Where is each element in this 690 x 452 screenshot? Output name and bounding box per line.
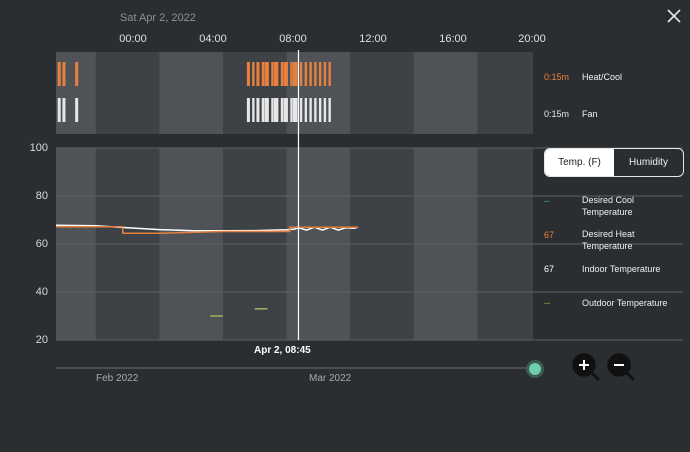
fan-runtime-bar: [57, 98, 61, 122]
fan-runtime-bar: [285, 98, 288, 122]
fan-runtime-bar: [276, 98, 279, 122]
hour-label: 20:00: [518, 33, 546, 45]
outdoor-temp-value: --: [544, 298, 550, 308]
heat-cool-runtime-bar: [276, 62, 279, 86]
hour-label: 12:00: [359, 33, 387, 45]
fan-label: Fan: [582, 109, 598, 119]
selected-date: Sat Apr 2, 2022: [120, 12, 196, 24]
fan-runtime-bar: [299, 98, 303, 122]
fan-runtime-bar: [75, 98, 79, 122]
month-label: Feb 2022: [96, 373, 139, 384]
timeline-scrubber[interactable]: [56, 362, 546, 376]
desired-heat-value: 67: [544, 230, 555, 240]
heat-cool-runtime-bar: [293, 62, 296, 86]
fan-runtime-value: 0:15m: [544, 109, 570, 119]
heat-cool-runtime-bar: [271, 62, 274, 86]
fan-runtime-bar: [271, 98, 274, 122]
hour-label: 16:00: [439, 33, 467, 45]
heat-cool-runtime-bar: [75, 62, 79, 86]
y-tick-label: 40: [35, 286, 48, 298]
heat-cool-runtime-bar: [328, 62, 331, 86]
fan-runtime-bar: [280, 98, 284, 122]
hour-label: 00:00: [119, 33, 147, 45]
fan-runtime-bar: [283, 98, 287, 122]
hour-band: [159, 52, 223, 134]
heat-cool-runtime-bar: [266, 62, 269, 86]
heat-cool-runtime-bar: [290, 62, 293, 86]
y-tick-label: 100: [29, 142, 48, 154]
desired-heat-label: Desired Heat Temperature: [582, 229, 635, 251]
heat-cool-runtime-bar: [304, 62, 308, 86]
fan-runtime-bar: [328, 98, 331, 122]
fan-runtime-bar: [295, 98, 298, 122]
heat-cool-runtime-bar: [314, 62, 317, 86]
heat-cool-runtime-bar: [295, 62, 298, 86]
close-icon[interactable]: [664, 6, 684, 26]
y-tick-label: 60: [35, 238, 48, 250]
hour-label: 08:00: [279, 33, 307, 45]
desired-heat-temperature-line: [56, 225, 359, 234]
timeline-handle[interactable]: [524, 358, 546, 380]
indoor-temperature-line: [55, 224, 359, 232]
metric-toggle[interactable]: Temp. (F) Humidity: [544, 148, 684, 177]
fan-runtime-bar: [273, 98, 277, 122]
fan-runtime-bar: [264, 98, 268, 122]
heat-cool-runtime-bar: [273, 62, 277, 86]
heat-cool-runtime-bar: [264, 62, 268, 86]
indoor-temp-label: Indoor Temperature: [582, 264, 661, 274]
fan-runtime-bar: [293, 98, 296, 122]
fan-runtime-bar: [314, 98, 317, 122]
fan-runtime-bar: [247, 98, 250, 122]
fan-runtime-bar: [304, 98, 308, 122]
outdoor-temp-label: Outdoor Temperature: [582, 298, 668, 308]
fan-runtime-bar: [318, 98, 322, 122]
desired-cool-value: --: [544, 196, 550, 206]
hour-band: [413, 52, 478, 134]
fan-runtime-bar: [266, 98, 269, 122]
month-label: Mar 2022: [309, 373, 352, 384]
fan-runtime-bar: [309, 98, 312, 122]
heat-cool-runtime-bar: [323, 62, 327, 86]
heat-cool-runtime-bar: [62, 62, 66, 86]
heat-cool-runtime-bar: [318, 62, 322, 86]
heat-cool-runtime-bar: [283, 62, 287, 86]
heat-cool-runtime-bar: [285, 62, 288, 86]
temperature-tab[interactable]: Temp. (F): [545, 149, 614, 176]
y-tick-label: 20: [35, 334, 48, 346]
heat-cool-runtime-bar: [309, 62, 312, 86]
fan-runtime-bar: [62, 98, 66, 122]
heat-cool-runtime-bar: [261, 62, 265, 86]
heat-cool-runtime-bar: [57, 62, 61, 86]
y-tick-label: 80: [35, 190, 48, 202]
zoom-in-icon[interactable]: [571, 352, 601, 382]
heat-cool-runtime-bar: [299, 62, 303, 86]
heat-cool-label: Heat/Cool: [582, 72, 623, 82]
fan-runtime-bar: [256, 98, 260, 122]
heat-cool-runtime-bar: [247, 62, 250, 86]
humidity-tab[interactable]: Humidity: [629, 157, 668, 168]
heat-cool-runtime-value: 0:15m: [544, 72, 570, 82]
heat-cool-runtime-bar: [256, 62, 260, 86]
indoor-temp-value: 67: [544, 264, 555, 274]
heat-cool-runtime-bar: [252, 62, 255, 86]
fan-runtime-bar: [252, 98, 255, 122]
heat-cool-runtime-bar: [280, 62, 284, 86]
zoom-out-icon[interactable]: [606, 352, 636, 382]
fan-runtime-bar: [290, 98, 293, 122]
desired-cool-label: Desired Cool Temperature: [582, 195, 635, 217]
fan-runtime-bar: [261, 98, 265, 122]
fan-runtime-bar: [323, 98, 327, 122]
hour-label: 04:00: [199, 33, 227, 45]
cursor-time-label: Apr 2, 08:45: [254, 345, 311, 356]
